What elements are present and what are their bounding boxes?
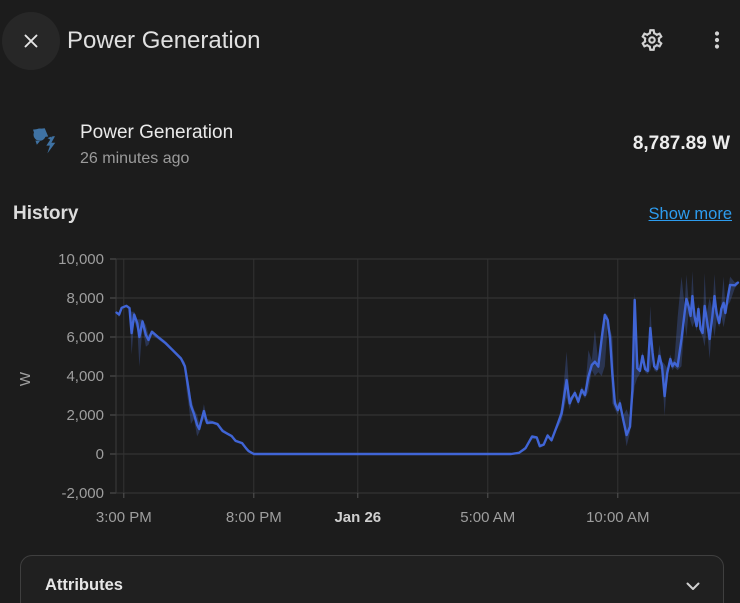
svg-text:0: 0 bbox=[96, 446, 104, 463]
dialog-title: Power Generation bbox=[67, 27, 261, 54]
show-more-link[interactable]: Show more bbox=[648, 205, 732, 223]
history-chart[interactable]: -2,000 0 2,000 4,000 6,000 8,000 10,000 3:00 PM… bbox=[0, 245, 740, 540]
history-header-row: History Show more bbox=[0, 200, 740, 232]
entity-last-changed: 26 minutes ago bbox=[80, 150, 190, 167]
svg-text:8,000: 8,000 bbox=[66, 290, 104, 307]
svg-text:10,000: 10,000 bbox=[58, 251, 104, 268]
svg-text:-2,000: -2,000 bbox=[61, 485, 104, 502]
svg-text:10:00 AM: 10:00 AM bbox=[586, 509, 649, 526]
svg-text:W: W bbox=[17, 371, 34, 386]
svg-text:8:00 PM: 8:00 PM bbox=[226, 509, 282, 526]
entity-name: Power Generation bbox=[80, 122, 234, 143]
svg-text:4,000: 4,000 bbox=[66, 368, 104, 385]
kebab-menu-icon bbox=[714, 31, 720, 49]
settings-button[interactable] bbox=[630, 18, 674, 62]
history-heading: History bbox=[13, 203, 79, 224]
svg-text:2,000: 2,000 bbox=[66, 407, 104, 424]
svg-text:5:00 AM: 5:00 AM bbox=[460, 509, 515, 526]
svg-text:6,000: 6,000 bbox=[66, 329, 104, 346]
history-chart-svg: -2,000 0 2,000 4,000 6,000 8,000 10,000 3:00 PM… bbox=[17, 251, 740, 526]
svg-text:3:00 PM: 3:00 PM bbox=[96, 509, 152, 526]
entity-summary-row: Power Generation 26 minutes ago 8,787.89… bbox=[0, 118, 740, 178]
svg-text:Jan 26: Jan 26 bbox=[334, 509, 381, 526]
close-button[interactable] bbox=[2, 12, 60, 70]
gear-icon bbox=[641, 29, 663, 51]
close-icon bbox=[24, 34, 38, 48]
overflow-menu-button[interactable] bbox=[695, 18, 739, 62]
attributes-expand-header[interactable]: Attributes bbox=[21, 556, 723, 603]
attributes-panel: Attributes bbox=[20, 555, 724, 603]
chevron-down-icon[interactable] bbox=[681, 574, 705, 598]
solar-power-icon bbox=[33, 128, 56, 154]
attributes-heading: Attributes bbox=[45, 576, 123, 594]
entity-state-value: 8,787.89 W bbox=[632, 133, 730, 154]
